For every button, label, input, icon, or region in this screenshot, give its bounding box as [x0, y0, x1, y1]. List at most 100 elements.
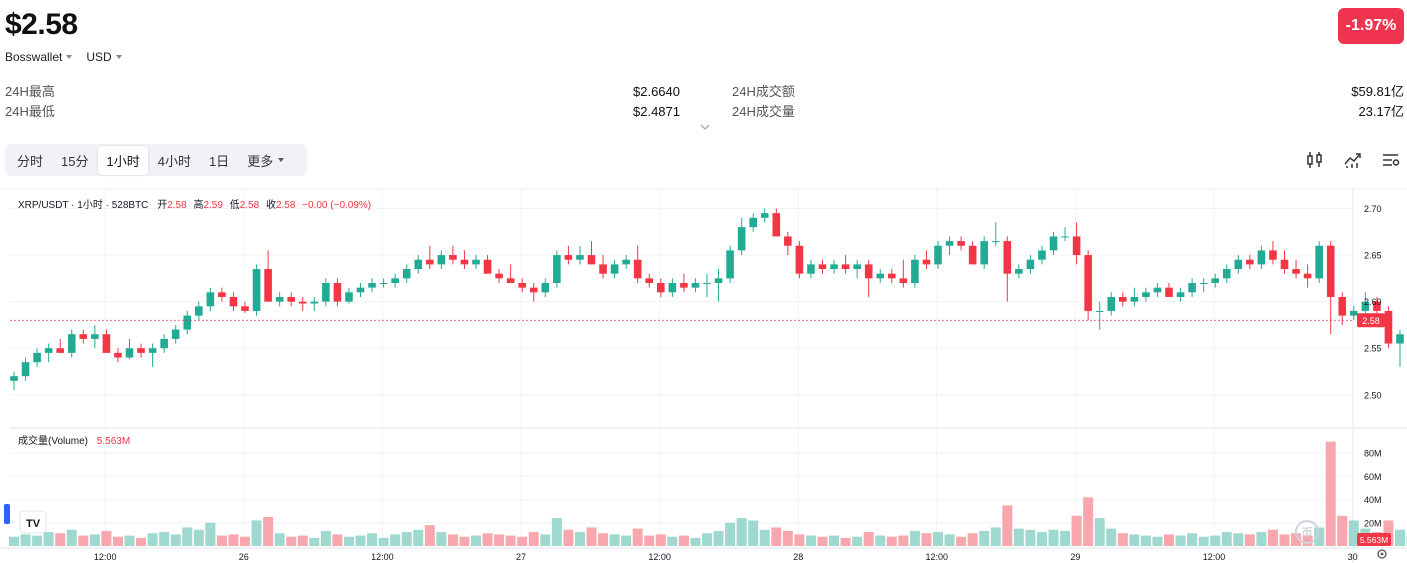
volume-bar	[1291, 533, 1302, 546]
legend-low-label: 低	[230, 198, 240, 211]
volume-bar	[621, 535, 632, 546]
volume-bar	[771, 527, 782, 546]
candle-body	[922, 259, 931, 265]
candle-body	[195, 306, 203, 316]
volume-bar	[794, 534, 805, 546]
candle-body	[241, 306, 249, 311]
tab-more[interactable]: 更多	[239, 146, 292, 175]
high-label: 24H最高	[5, 84, 55, 99]
low-label: 24H最低	[5, 104, 55, 119]
svg-text:XRP/USDT · 1小时 · 528BTC: XRP/USDT · 1小时 · 528BTC 开2.58 高2.59 低2.5…	[18, 198, 371, 211]
volume-value: 23.17亿	[1358, 104, 1404, 119]
time-tick-label: 12:00	[94, 552, 117, 562]
volume-bar	[32, 535, 43, 546]
candle-body	[56, 348, 64, 353]
tab-timeline[interactable]: 分时	[17, 153, 44, 169]
candle-body	[795, 245, 804, 274]
tab-1day[interactable]: 1日	[208, 153, 230, 169]
volume-bar	[1187, 533, 1198, 546]
currency-selector[interactable]: USD	[86, 50, 122, 64]
volume-bar	[332, 534, 343, 546]
volume-bar	[1002, 505, 1013, 546]
volume-bar	[1140, 535, 1151, 546]
volume-bar	[956, 536, 967, 546]
candle-body	[1269, 250, 1277, 260]
candle-body	[1199, 283, 1208, 285]
tab-1hour[interactable]: 1小时	[98, 145, 148, 175]
candle-body	[587, 255, 596, 265]
chart-settings-icon[interactable]	[1381, 150, 1401, 170]
volume-bar	[494, 534, 505, 546]
volume-bar	[447, 534, 458, 546]
time-tick-label: 27	[516, 552, 526, 562]
volume-bar	[852, 536, 863, 546]
candle-body	[1061, 236, 1069, 238]
exchange-selector[interactable]: Bosswallet	[5, 50, 73, 64]
volume-bar	[1106, 528, 1117, 546]
candle-body	[899, 278, 908, 284]
volume-bar	[297, 535, 308, 546]
candlestick-chart[interactable]: 2.70 2.65 2.60 2.55 2.50 80M 60M 40M 20M 12:00 26 1…	[0, 188, 1407, 563]
candle-body	[1338, 296, 1347, 316]
volume-bar	[1025, 529, 1036, 546]
chevron-down-icon	[115, 55, 122, 59]
candle-body	[79, 334, 88, 339]
volume-bar	[263, 517, 274, 546]
candle-body	[553, 255, 561, 284]
candle-body	[1315, 245, 1323, 279]
candle-body	[726, 250, 734, 279]
expand-chevron-icon[interactable]	[700, 122, 710, 132]
candle-body	[125, 348, 134, 358]
volume-bar	[1325, 441, 1336, 546]
volume-bar	[886, 536, 897, 546]
price-tick-label: 2.65	[1364, 251, 1382, 261]
volume-bar	[459, 536, 470, 546]
legend-low-value: 2.58	[240, 200, 260, 211]
tab-4hour[interactable]: 4小时	[157, 153, 191, 169]
candle-body	[1373, 301, 1381, 311]
panel-drag-handle[interactable]	[4, 504, 10, 524]
candle-body	[703, 283, 711, 285]
candle-body	[1038, 250, 1046, 260]
tradingview-logo-icon[interactable]: TV	[19, 510, 47, 534]
candle-settings-icon[interactable]	[1305, 150, 1325, 170]
candle-body	[345, 292, 353, 302]
volume-bar	[609, 534, 620, 546]
candle-body	[1280, 259, 1289, 270]
volume-bar	[471, 535, 481, 546]
volume-bar	[967, 533, 978, 546]
candle-body	[495, 273, 503, 279]
candle-body	[1107, 296, 1116, 311]
candle-body	[633, 259, 642, 279]
indicator-icon[interactable]	[1343, 150, 1363, 170]
candle-body	[714, 278, 723, 284]
volume-bar	[713, 530, 724, 546]
price-tick-label: 2.55	[1364, 344, 1382, 354]
candle-body	[402, 269, 411, 279]
volume-bar	[482, 533, 493, 546]
settings-gear-icon[interactable]	[1377, 549, 1387, 559]
tab-15min[interactable]: 15分	[61, 153, 89, 169]
volume-bar	[1210, 535, 1221, 546]
volume-bar	[193, 529, 204, 546]
volume-bar	[528, 532, 539, 546]
svg-text:TV: TV	[26, 518, 41, 530]
candle-body	[322, 283, 330, 302]
volume-bar	[240, 536, 250, 546]
volume-bar	[805, 535, 816, 546]
volume-bar	[1348, 520, 1359, 546]
volume-bar	[690, 537, 701, 546]
volume-bar	[78, 535, 89, 546]
volume-bar	[829, 535, 840, 546]
volume-bar	[840, 537, 851, 546]
volume-bar	[101, 530, 112, 546]
candle-body	[1222, 269, 1231, 279]
candle-body	[1049, 236, 1058, 251]
volume-bar	[782, 530, 793, 546]
candle-body	[876, 273, 885, 279]
volume-bar	[390, 534, 401, 546]
candle-body	[310, 301, 319, 304]
candle-body	[287, 296, 295, 302]
candle-body	[541, 283, 550, 293]
candle-body	[841, 264, 850, 270]
